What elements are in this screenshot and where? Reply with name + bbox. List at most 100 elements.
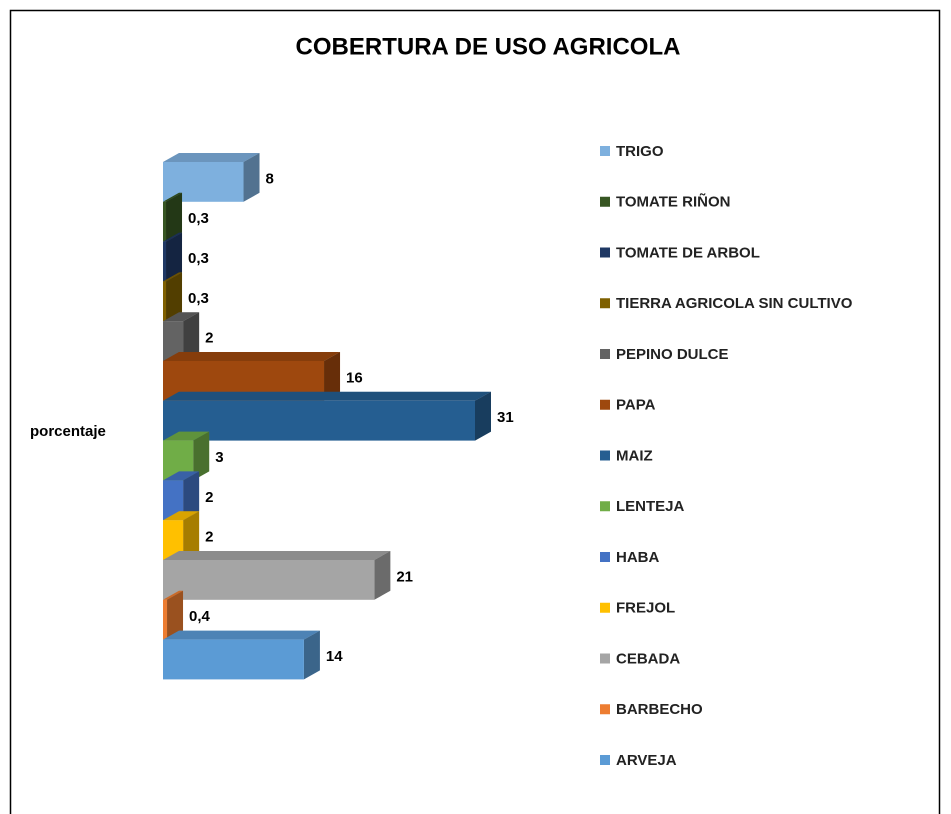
legend-label: TRIGO	[616, 143, 664, 160]
bar-side-shade	[193, 431, 210, 481]
bar-side	[166, 272, 183, 322]
data-label: 8	[266, 170, 274, 187]
data-label: 2	[205, 529, 213, 546]
bar-side-shade	[324, 352, 341, 401]
bar-top-shade	[163, 551, 391, 560]
bar-side	[167, 590, 184, 640]
bar-top	[163, 511, 200, 521]
bar-top-shade	[163, 352, 341, 361]
legend-swatch	[600, 602, 610, 613]
bar-side	[183, 511, 200, 560]
bar-top	[163, 272, 183, 282]
data-label: 0,3	[188, 210, 209, 227]
legend-label: PAPA	[616, 397, 656, 414]
legend-swatch	[600, 501, 610, 512]
bar-top-shade	[163, 391, 491, 401]
legend-label: MAIZ	[616, 447, 653, 464]
legend-label: FREJOL	[616, 600, 675, 617]
bar-top-shade	[163, 232, 183, 242]
legend-swatch	[600, 552, 610, 562]
bar-top-shade	[163, 630, 320, 640]
data-label: 0,3	[188, 290, 209, 307]
bar-top	[163, 471, 200, 481]
legend-swatch	[600, 298, 610, 309]
bar-side-shade	[167, 590, 184, 640]
bar-top	[163, 192, 183, 202]
bar-top	[163, 391, 491, 401]
data-label: 0,3	[188, 250, 209, 267]
legend-label: HABA	[616, 549, 659, 566]
bar-side-shade	[183, 312, 200, 361]
bar-top	[163, 232, 183, 242]
chart-title: COBERTURA DE USO AGRICOLA	[296, 33, 681, 60]
bar-top	[163, 590, 184, 600]
legend-label: BARBECHO	[616, 701, 703, 718]
legend-label: LENTEJA	[616, 498, 685, 515]
bar-side	[243, 153, 260, 202]
bar-side	[475, 391, 491, 441]
data-label: 14	[326, 648, 343, 665]
bar	[163, 639, 304, 680]
bar-side-shade	[374, 551, 391, 600]
bar-side-shade	[183, 511, 200, 560]
bar-side	[193, 431, 210, 481]
bar-side-shade	[166, 192, 183, 242]
legend-swatch	[600, 704, 610, 715]
legend-swatch	[600, 146, 610, 156]
bar-side-shade	[166, 232, 183, 282]
bar	[163, 560, 375, 600]
legend-label: CEBADA	[616, 650, 680, 667]
data-label: 31	[497, 409, 514, 426]
data-label: 2	[205, 489, 213, 506]
bar	[163, 480, 184, 521]
bar	[163, 321, 184, 361]
bar-top	[163, 630, 320, 640]
bar-top	[163, 352, 341, 361]
bar-top-shade	[163, 431, 210, 441]
bar-top	[163, 153, 260, 162]
bar	[163, 201, 167, 242]
legend-label: PEPINO DULCE	[616, 346, 729, 363]
bar-top-shade	[163, 511, 200, 521]
data-label: 2	[205, 330, 213, 347]
bar-side	[183, 312, 200, 361]
category-label: porcentaje	[30, 423, 106, 440]
legend-label: TOMATE DE ARBOL	[616, 244, 760, 261]
bar-side	[166, 192, 183, 242]
legend-label: TIERRA AGRICOLA SIN CULTIVO	[616, 295, 853, 312]
data-label: 0,4	[189, 608, 211, 625]
bar-side	[183, 471, 200, 521]
bar-side-shade	[243, 153, 260, 202]
bar	[163, 241, 167, 282]
legend-swatch	[600, 196, 610, 207]
data-label: 21	[396, 568, 413, 585]
bar-side-shade	[166, 272, 183, 322]
legend-label: ARVEJA	[616, 752, 677, 769]
bar-top	[163, 431, 210, 441]
data-label: 3	[215, 449, 223, 466]
bar-top-shade	[163, 153, 260, 162]
bar-top-shade	[163, 272, 183, 282]
legend-swatch	[600, 349, 610, 359]
bar-side	[166, 232, 183, 282]
bar-top-shade	[163, 471, 200, 481]
bar-side	[303, 630, 320, 680]
bar	[163, 599, 168, 640]
bar-top-shade	[163, 312, 200, 322]
bar	[163, 520, 184, 560]
bar-top	[163, 551, 391, 560]
bar-top	[163, 312, 200, 322]
bar-side-shade	[303, 630, 320, 680]
data-label: 16	[346, 369, 363, 386]
legend-swatch	[600, 399, 610, 410]
bar-top-shade	[163, 192, 183, 202]
bar-side-shade	[183, 471, 200, 521]
legend-swatch	[600, 450, 610, 461]
legend-swatch	[600, 653, 610, 664]
bar-side	[324, 352, 341, 401]
bar-side-shade	[475, 391, 491, 441]
bar	[163, 400, 475, 441]
bar	[163, 281, 167, 322]
bar-top-shade	[163, 590, 184, 600]
bar-side	[374, 551, 391, 600]
